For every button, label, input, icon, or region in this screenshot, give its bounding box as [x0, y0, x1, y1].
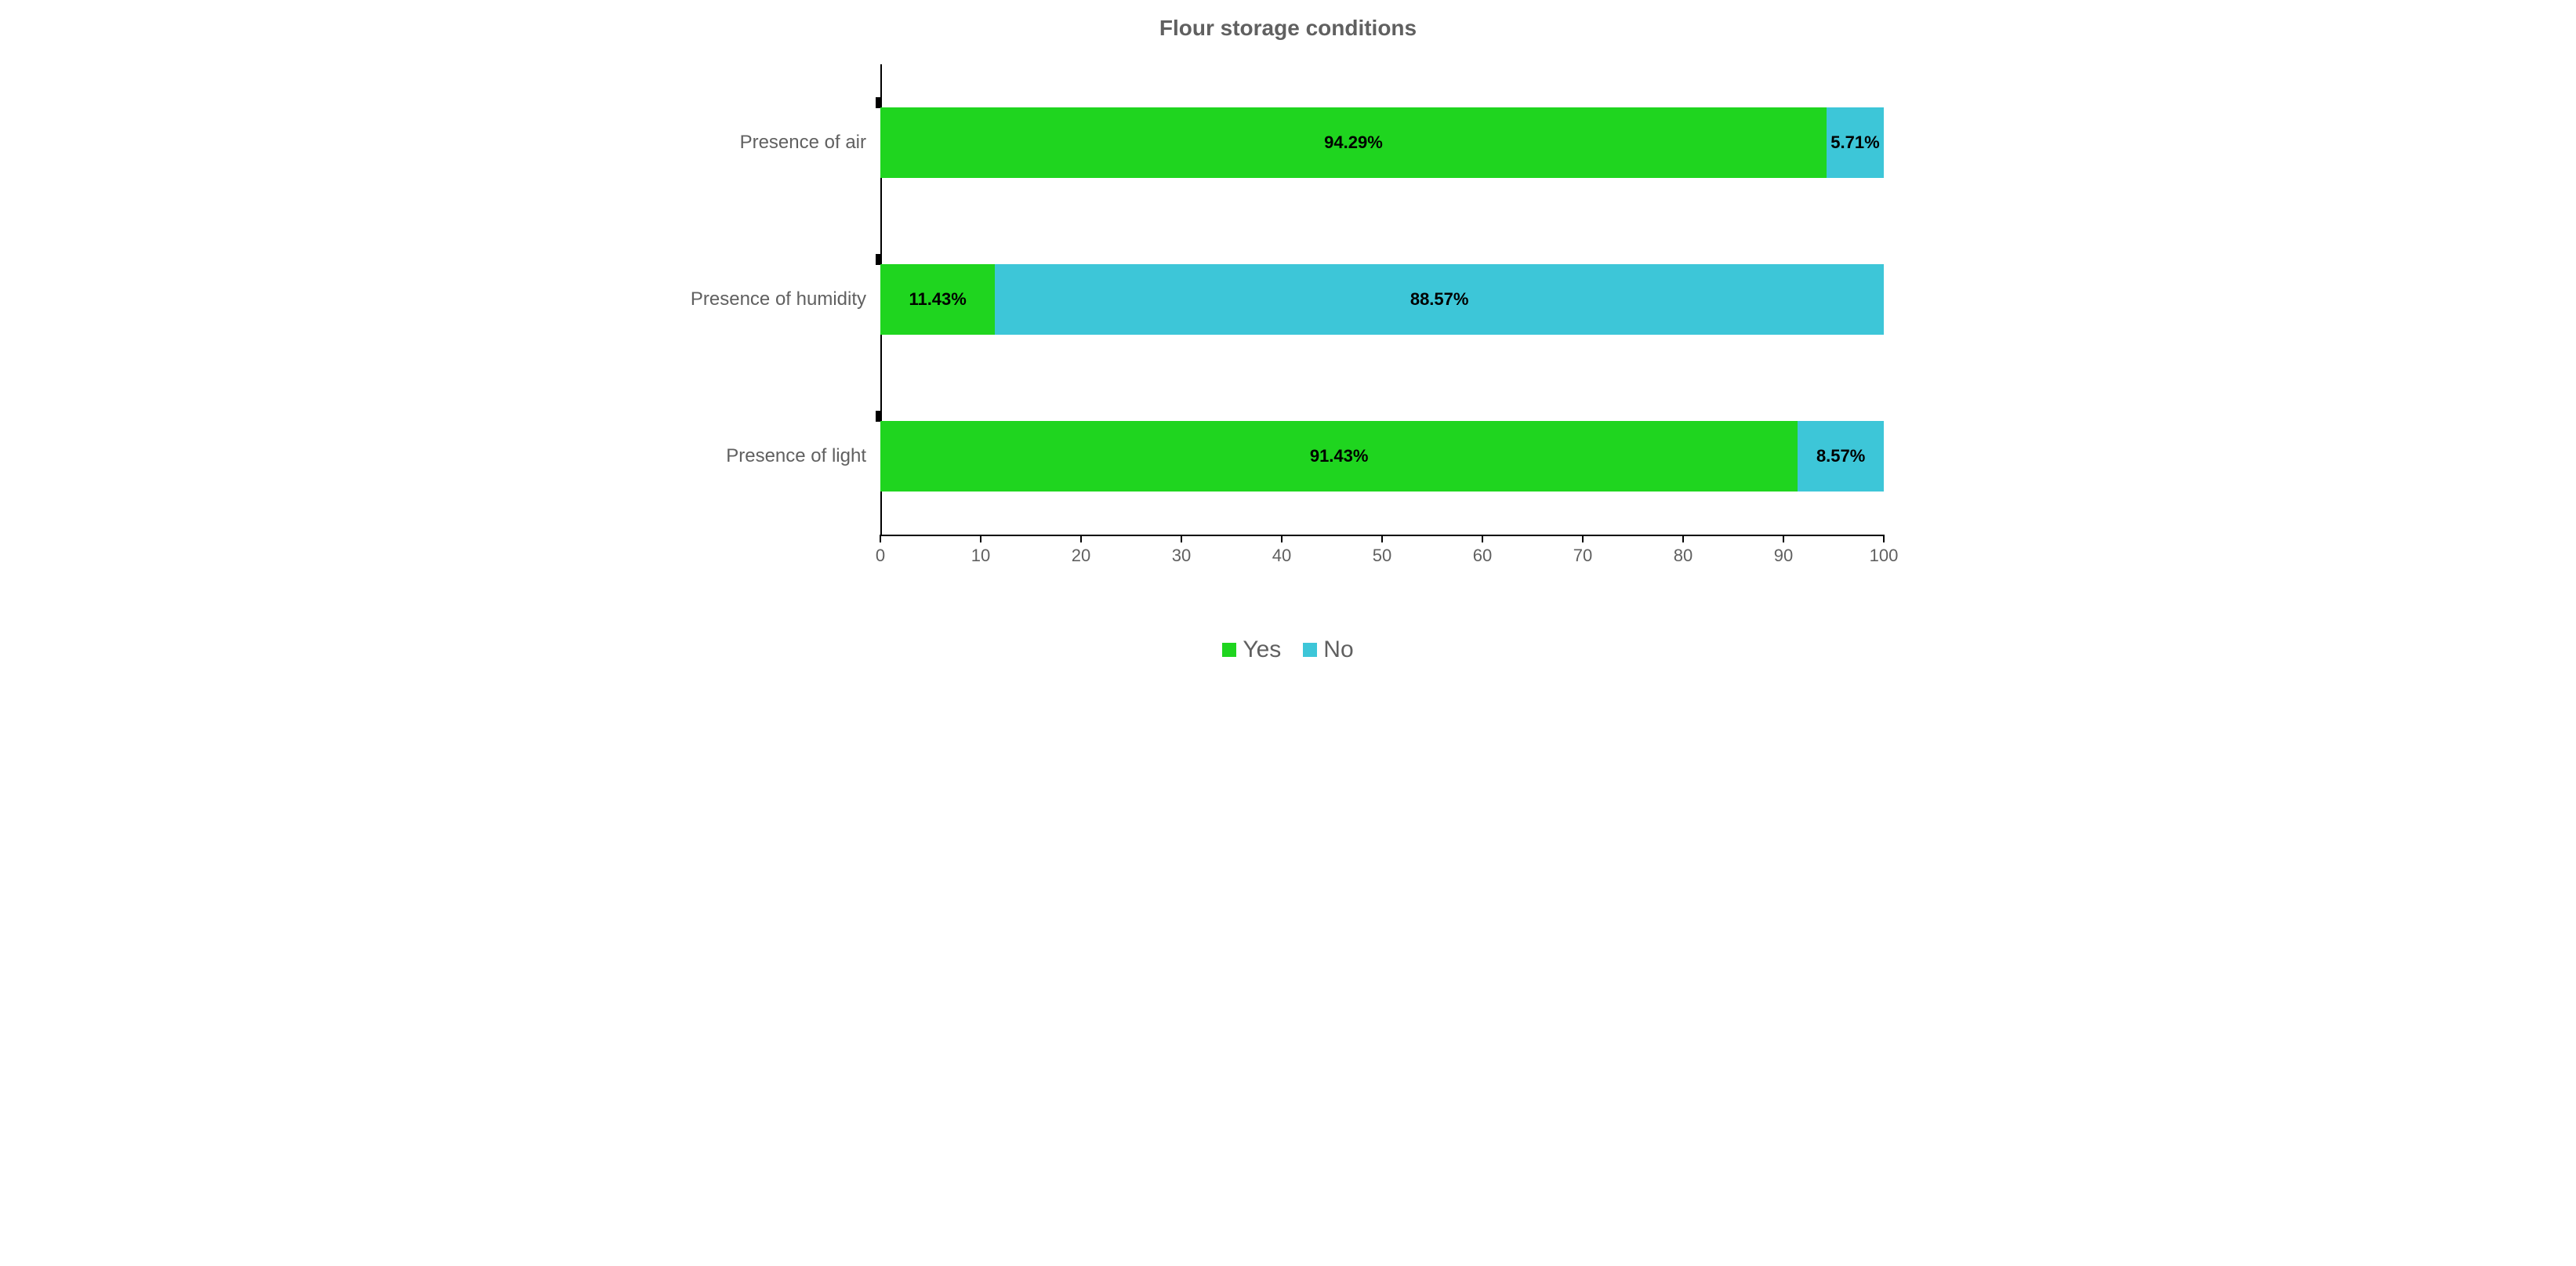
- legend-item-yes: Yes: [1222, 637, 1281, 663]
- x-tick: [1080, 535, 1082, 542]
- bar-segment-no: 5.71%: [1827, 107, 1884, 178]
- bar-segment-no: 8.57%: [1798, 421, 1884, 492]
- bar-value-label: 91.43%: [1310, 446, 1369, 466]
- legend-swatch: [1222, 643, 1236, 657]
- bar-row: 11.43% 88.57%: [880, 264, 1884, 335]
- x-tick-label: 90: [1774, 546, 1793, 566]
- y-tick: [876, 97, 880, 108]
- plot-area: 0102030405060708090100Presence of air94.…: [880, 64, 1884, 574]
- y-category-label: Presence of humidity: [691, 288, 880, 310]
- bar-value-label: 94.29%: [1324, 132, 1383, 153]
- bar-segment-yes: 11.43%: [880, 264, 995, 335]
- y-category-label: Presence of light: [726, 445, 880, 467]
- x-tick: [1582, 535, 1584, 542]
- y-tick: [876, 411, 880, 422]
- x-tick-label: 60: [1473, 546, 1492, 566]
- x-tick: [880, 535, 881, 542]
- bar-segment-no: 88.57%: [995, 264, 1884, 335]
- x-tick: [980, 535, 981, 542]
- bar-value-label: 8.57%: [1816, 446, 1865, 466]
- x-tick: [1181, 535, 1182, 542]
- bar-row: 91.43% 8.57%: [880, 421, 1884, 492]
- x-tick-label: 50: [1373, 546, 1391, 566]
- y-category-label: Presence of air: [740, 132, 880, 154]
- x-tick-label: 20: [1072, 546, 1090, 566]
- chart-title: Flour storage conditions: [661, 16, 1915, 41]
- x-tick-label: 40: [1272, 546, 1291, 566]
- legend: Yes No: [661, 637, 1915, 663]
- chart-container: Flour storage conditions 0 10 20 30 40 50 60 70…: [661, 16, 1915, 663]
- legend-label: Yes: [1243, 637, 1281, 663]
- bar-value-label: 5.71%: [1830, 132, 1879, 153]
- legend-swatch: [1303, 643, 1317, 657]
- x-tick-label: 70: [1573, 546, 1592, 566]
- bar-segment-yes: 94.29%: [880, 107, 1827, 178]
- x-tick: [1482, 535, 1483, 542]
- legend-item-no: No: [1303, 637, 1353, 663]
- x-tick-label: 100: [1870, 546, 1899, 566]
- x-tick: [1883, 535, 1885, 542]
- x-tick-label: 30: [1172, 546, 1191, 566]
- x-tick-label: 10: [971, 546, 990, 566]
- bar-row: 94.29% 5.71%: [880, 107, 1884, 178]
- bar-segment-yes: 91.43%: [880, 421, 1798, 492]
- x-tick: [1682, 535, 1684, 542]
- x-tick-label: 80: [1674, 546, 1693, 566]
- bar-value-label: 11.43%: [909, 289, 966, 310]
- x-tick: [1281, 535, 1283, 542]
- x-tick: [1783, 535, 1784, 542]
- x-tick-label: 0: [876, 546, 885, 566]
- y-tick: [876, 254, 880, 265]
- bar-value-label: 88.57%: [1410, 289, 1469, 310]
- legend-label: No: [1323, 637, 1353, 663]
- x-tick: [1381, 535, 1383, 542]
